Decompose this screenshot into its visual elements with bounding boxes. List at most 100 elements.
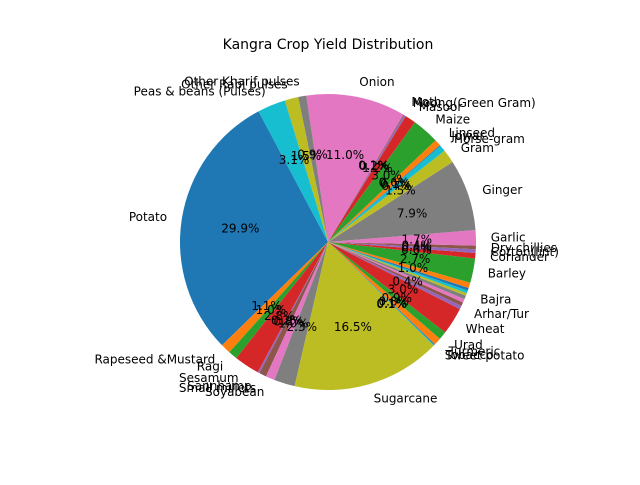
- pie-percent-label: 0.2%: [271, 313, 302, 327]
- pie-slice: [328, 242, 464, 306]
- pie-category-label: Dry chillies: [491, 241, 557, 255]
- pie-slice: [274, 242, 328, 387]
- pie-percent-label: 0.7%: [381, 179, 412, 193]
- pie-slice: [284, 97, 328, 242]
- pie-slice: [328, 242, 467, 296]
- pie-slice: [265, 242, 328, 380]
- pie-category-label: Sweet potato: [445, 349, 525, 363]
- pie-category-label: Soyabean: [205, 385, 264, 399]
- pie-category-label: Horse-gram: [454, 132, 525, 146]
- pie-percent-label: 0.1%: [380, 177, 411, 191]
- pie-slice: [328, 230, 477, 246]
- pie-category-label: Rapeseed &Mustard: [94, 353, 215, 367]
- pie-category-label: Garlic: [491, 230, 526, 244]
- pie-percent-label: 1.5%: [385, 184, 416, 198]
- pie-category-label: Sugarcane: [374, 391, 438, 405]
- pie-percent-label: 0.6%: [401, 243, 432, 257]
- pie-slice: [294, 242, 434, 390]
- pie-slice: [328, 242, 460, 333]
- pie-category-label: Sannhamp: [187, 379, 251, 393]
- pie-percent-label: 2.7%: [400, 252, 431, 266]
- pie-slice: [328, 242, 465, 303]
- pie-category-label: Wheat: [466, 322, 505, 336]
- pie-percent-label: 1.2%: [362, 161, 393, 175]
- pie-percent-label: 0.8%: [378, 295, 409, 309]
- pie-slice: [328, 116, 415, 242]
- pie-percent-label: 0.1%: [358, 159, 389, 173]
- pie-slice: [328, 242, 476, 259]
- pie-percent-label: 11.0%: [326, 148, 364, 162]
- pie-percent-label: 0.4%: [401, 238, 432, 252]
- pie-percent-label: 0.8%: [274, 315, 305, 329]
- pie-slice: [328, 242, 468, 294]
- pie-percent-label: 0.2%: [359, 159, 390, 173]
- pie-slice: [328, 242, 436, 345]
- pie-slice: [328, 242, 440, 345]
- pie-category-label: Linseed: [449, 126, 495, 140]
- pie-percent-label: 1.0%: [256, 303, 287, 317]
- pie-percent-label: 3.0%: [371, 168, 402, 182]
- pie-slice: [328, 162, 476, 242]
- pie-percent-label: 16.5%: [334, 320, 372, 334]
- pie-category-label: Jowar: [450, 129, 484, 143]
- pie-slice: [328, 242, 476, 250]
- pie-category-label: Coriander: [490, 250, 549, 264]
- pie-percent-label: 2.8%: [264, 309, 295, 323]
- pie-category-labels: Potato Rapeseed &MustardRagiSesamumSannha…: [94, 75, 558, 406]
- pie-slice: [180, 111, 328, 346]
- pie-slice: [236, 242, 328, 373]
- pie-category-label: Potato: [129, 210, 167, 224]
- pie-percent-label: 1.7%: [402, 233, 433, 247]
- pie-percent-label: 0.4%: [392, 274, 423, 288]
- pie-slice: [328, 242, 471, 289]
- pie-slice: [328, 242, 476, 283]
- pie-slice: [328, 145, 445, 242]
- pie-category-label: Gram: [461, 141, 494, 155]
- pie-slice: [259, 242, 328, 377]
- pie-slice: [328, 150, 453, 242]
- pie-category-label: Bajra: [480, 293, 511, 307]
- pie-percent-label: 3.1%: [279, 153, 310, 167]
- pie-category-label: Ragi: [197, 360, 223, 374]
- pie-slice: [328, 122, 436, 242]
- pie-percent-label: 3.0%: [388, 283, 419, 297]
- pie-slice: [306, 94, 404, 242]
- pie-percent-label: 0.6%: [379, 175, 410, 189]
- pie-slice: [229, 242, 328, 359]
- pie-percent-label: 1.0%: [278, 317, 309, 331]
- chart-title: Kangra Crop Yield Distribution: [223, 37, 434, 53]
- pie-slice: [328, 242, 466, 300]
- pie-slice: [298, 95, 328, 242]
- pie-category-label: Turmeric: [448, 345, 501, 359]
- pie-percent-label: 1.1%: [251, 299, 282, 313]
- pie-percent-label: 29.9%: [221, 221, 259, 235]
- pie-slice: [328, 242, 462, 310]
- pie-percent-label: 7.9%: [397, 207, 428, 221]
- pie-slice: [328, 140, 440, 242]
- pie-percent-labels: 29.9%1.1%1.0%2.8%0.2%0.8%1.0%2.3% 16.5%0.…: [221, 148, 432, 335]
- pie-percent-label: 1.0%: [398, 261, 429, 275]
- pie-percent-label: 0.4%: [401, 241, 432, 255]
- pie-slice: [328, 145, 441, 242]
- pie-category-label: Ginger: [482, 183, 522, 197]
- pie-category-label: Maize: [435, 113, 470, 127]
- pie-percent-label: 2.3%: [287, 320, 318, 334]
- pie-category-label: Masoor: [419, 100, 463, 114]
- pie-category-label: Peas & beans (Pulses): [134, 85, 266, 99]
- pie-category-label: Sesamum: [179, 371, 239, 385]
- pie-percent-label: 0.9%: [382, 291, 413, 305]
- pie-category-label: Arhar/Tur: [474, 307, 529, 321]
- pie-slice: [328, 242, 469, 291]
- pie-slice: [328, 114, 405, 242]
- pie-wedges: [180, 94, 477, 390]
- pie-slice: [328, 242, 446, 339]
- pie-slice: [258, 100, 328, 243]
- pie-category-label: Urad: [454, 338, 483, 352]
- pie-slice: [328, 242, 435, 346]
- pie-percent-label: 0.1%: [377, 297, 408, 311]
- pie-category-label: Tobacco: [444, 348, 493, 362]
- pie-slice: [222, 242, 328, 353]
- pie-category-label: Moth: [411, 95, 441, 109]
